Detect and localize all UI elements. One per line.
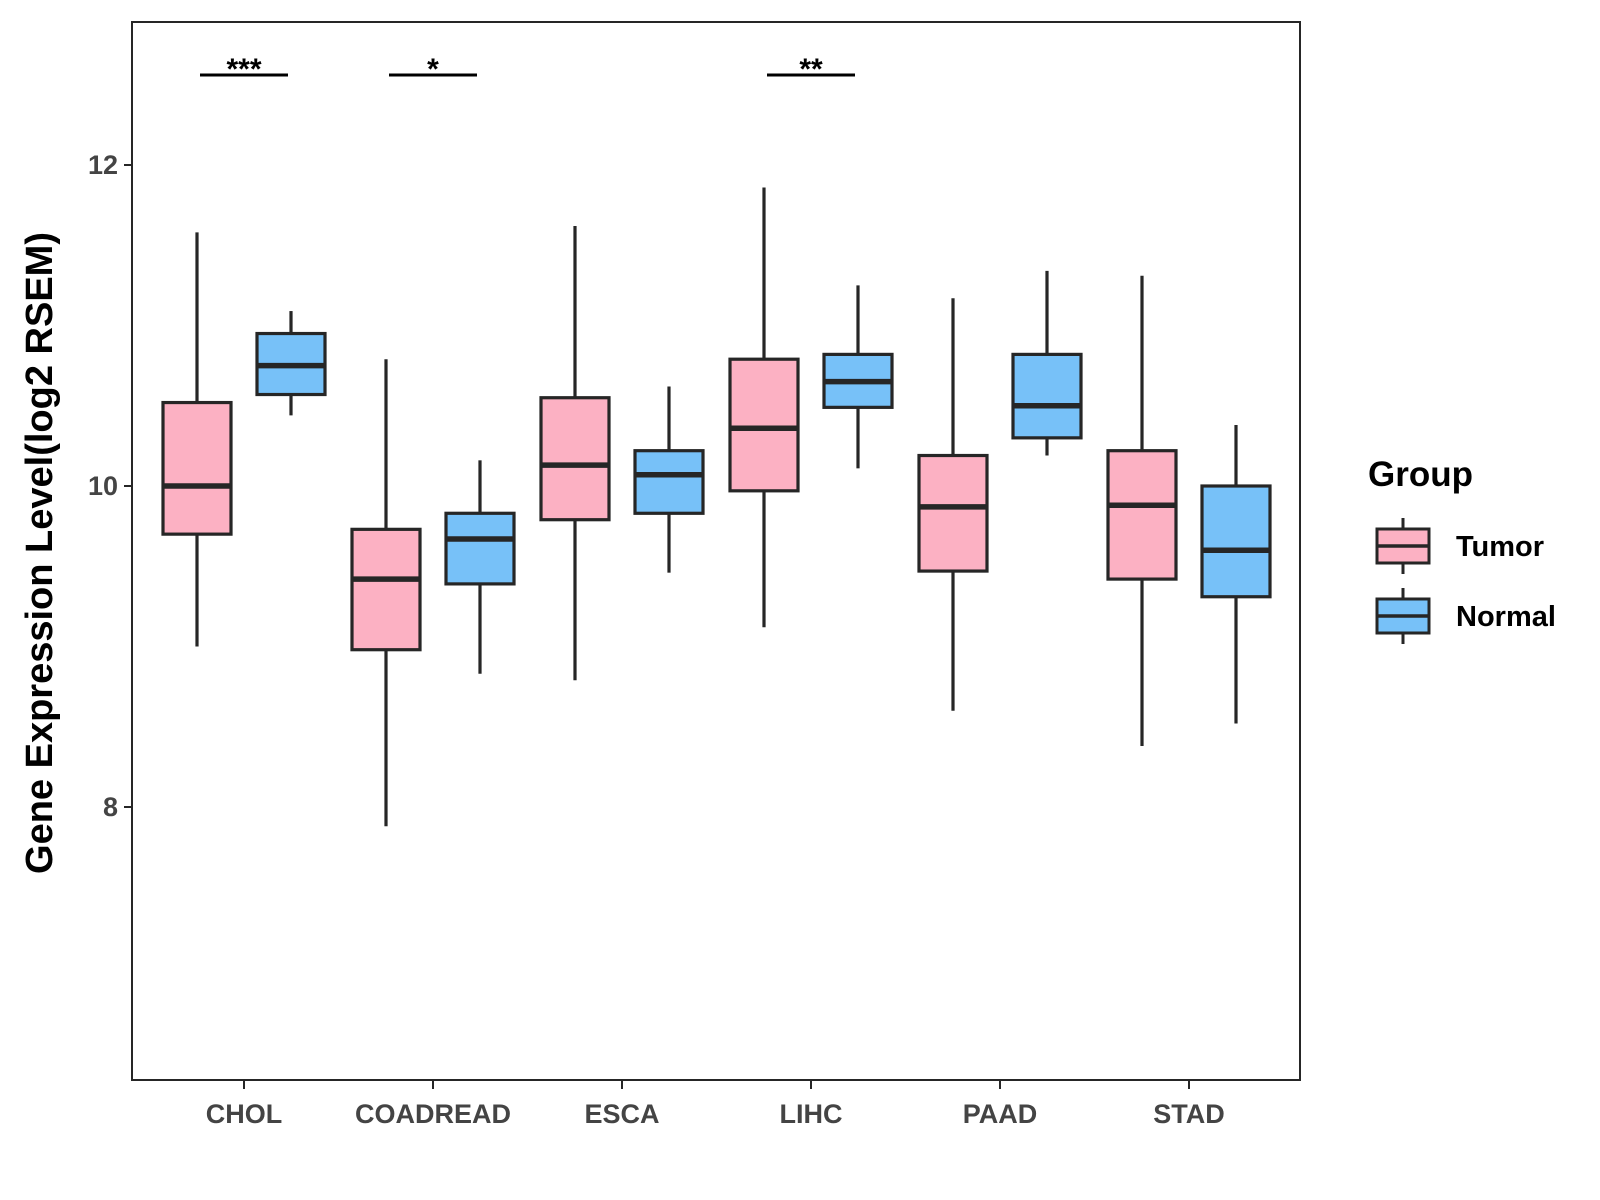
box-body-tumor-lihc — [728, 357, 800, 493]
significance-label-lihc: ** — [799, 53, 823, 86]
box-body-normal-esca — [633, 449, 705, 515]
box-normal-stad — [1200, 425, 1272, 724]
y-tick-label: 10 — [88, 471, 118, 501]
y-axis-title: Gene Expression Level(log2 RSEM) — [19, 232, 61, 874]
box-normal-paad — [1011, 270, 1083, 456]
box-body-tumor-paad — [917, 453, 989, 573]
box-body-tumor-coadread — [350, 527, 422, 652]
axes: 8 10 12 CHOL COADREAD ESCA LIHC PAAD STAD — [88, 21, 1301, 1129]
box-body-tumor-esca — [539, 396, 611, 522]
x-tick-label: LIHC — [780, 1099, 843, 1129]
x-tick-label: STAD — [1153, 1099, 1225, 1129]
box-tumor-lihc — [728, 187, 800, 628]
box-body-tumor-stad — [1106, 449, 1178, 581]
legend: Group Tumor Normal — [1368, 455, 1556, 644]
box-tumor-stad — [1106, 275, 1178, 747]
y-tick-label: 8 — [103, 792, 118, 822]
box-tumor-coadread — [350, 359, 422, 827]
box-tumor-esca — [539, 225, 611, 681]
plot-area: *** * ** — [161, 53, 1272, 827]
box-normal-lihc — [822, 285, 894, 469]
panel-border — [131, 21, 1301, 1081]
legend-title: Group — [1368, 455, 1473, 494]
box-body-tumor-chol — [161, 400, 233, 536]
y-tick-label: 12 — [88, 150, 118, 180]
x-tick-label: ESCA — [584, 1099, 659, 1129]
significance-label-coadread: * — [427, 53, 439, 86]
box-body-normal-stad — [1200, 484, 1272, 599]
box-tumor-paad — [917, 298, 989, 711]
x-tick-label: COADREAD — [355, 1099, 511, 1129]
box-tumor-chol — [161, 232, 233, 647]
box-normal-chol — [255, 311, 327, 416]
box-body-normal-coadread — [444, 511, 516, 586]
box-normal-coadread — [444, 460, 516, 674]
legend-label-tumor: Tumor — [1456, 531, 1544, 563]
x-tick-label: PAAD — [963, 1099, 1038, 1129]
box-normal-esca — [633, 386, 705, 573]
legend-item-normal: Normal — [1375, 588, 1556, 644]
legend-item-tumor: Tumor — [1375, 518, 1544, 574]
box-body-normal-paad — [1011, 352, 1083, 440]
x-tick-label: CHOL — [206, 1099, 283, 1129]
legend-label-normal: Normal — [1456, 601, 1556, 633]
significance-label-chol: *** — [226, 53, 261, 86]
